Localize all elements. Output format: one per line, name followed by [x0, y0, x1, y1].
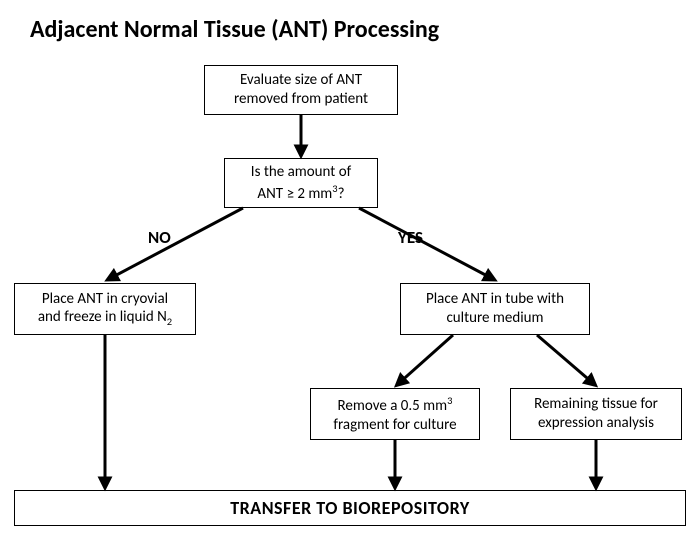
node-text: Place ANT in cryovialand freeze in liqui… — [38, 290, 172, 329]
node-text: Evaluate size of ANTremoved from patient — [234, 71, 368, 109]
node-fragment-culture: Remove a 0.5 mm3fragment for culture — [310, 388, 480, 440]
node-evaluate-size: Evaluate size of ANTremoved from patient — [204, 65, 398, 115]
node-text: Remaining tissue forexpression analysis — [534, 395, 658, 433]
node-text: Remove a 0.5 mm3fragment for culture — [333, 394, 456, 435]
edge-n4-n5 — [398, 335, 453, 384]
edge-n2-n3 — [109, 208, 243, 279]
node-text: TRANSFER TO BIOREPOSITORY — [230, 497, 470, 520]
node-decision-amount: Is the amount ofANT ≥ 2 mm3? — [224, 158, 378, 208]
node-cryovial: Place ANT in cryovialand freeze in liqui… — [14, 283, 196, 335]
edge-n4-n6 — [537, 335, 594, 384]
node-culture-medium: Place ANT in tube withculture medium — [400, 283, 590, 335]
node-text: Is the amount ofANT ≥ 2 mm3? — [251, 163, 351, 204]
node-transfer-biorepository: TRANSFER TO BIOREPOSITORY — [14, 490, 686, 526]
edge-n2-n4 — [359, 208, 493, 279]
node-text: Place ANT in tube withculture medium — [426, 290, 564, 328]
edge-label-yes: YES — [398, 227, 423, 248]
node-expression-analysis: Remaining tissue forexpression analysis — [510, 388, 682, 440]
edge-label-no: NO — [148, 227, 171, 248]
page-title: Adjacent Normal Tissue (ANT) Processing — [30, 15, 439, 44]
